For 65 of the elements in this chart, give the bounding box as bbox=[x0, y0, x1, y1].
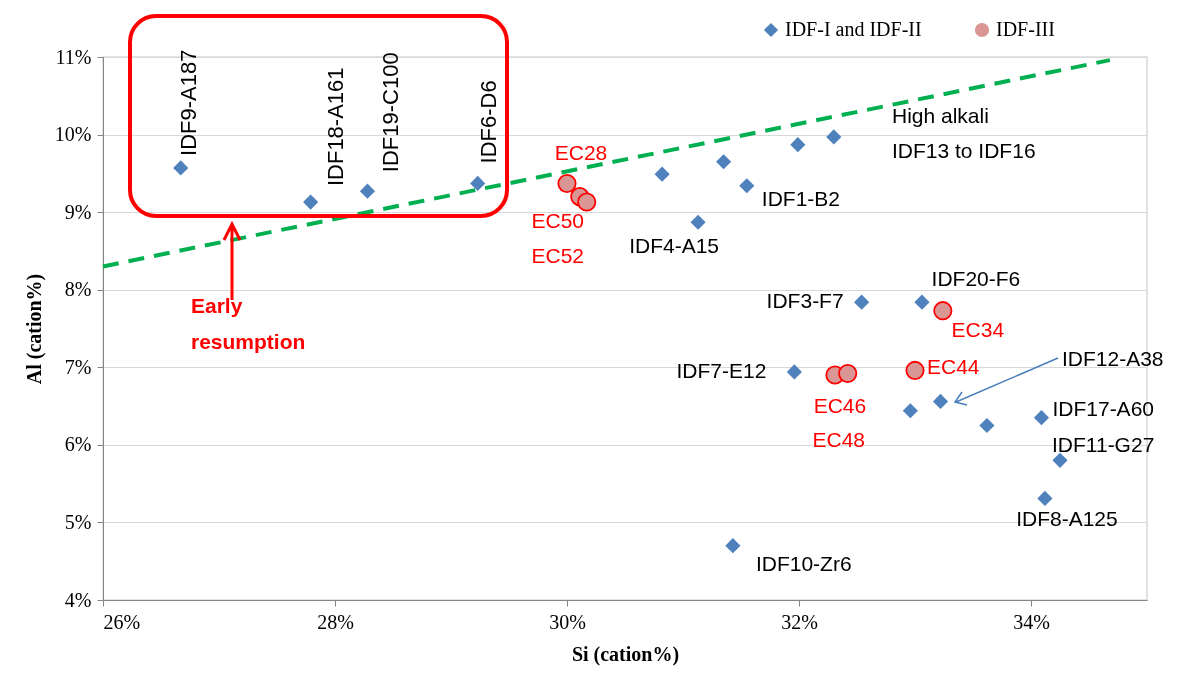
point bbox=[654, 166, 670, 182]
y-tick-label: 7% bbox=[64, 355, 92, 378]
annotation: EC46 bbox=[813, 394, 867, 418]
legend-label: IDF-III bbox=[996, 18, 1055, 40]
annotation: IDF10-Zr6 bbox=[755, 551, 852, 575]
annotation: EC48 bbox=[812, 428, 865, 452]
point bbox=[577, 192, 597, 212]
point bbox=[557, 173, 577, 193]
point bbox=[716, 154, 732, 170]
point bbox=[1037, 490, 1053, 506]
annotation: High alkali IDF13 to IDF16 bbox=[892, 104, 1036, 162]
annotation: EC28 bbox=[554, 141, 608, 165]
x-tick-label: 30% bbox=[549, 610, 586, 633]
annotation: IDF20-F6 bbox=[931, 267, 1021, 291]
point bbox=[1052, 452, 1068, 468]
point bbox=[303, 194, 319, 210]
annotation: IDF11-G27 bbox=[1052, 433, 1155, 457]
y-tick-label: 4% bbox=[64, 588, 92, 611]
point bbox=[979, 417, 995, 434]
point bbox=[854, 294, 870, 310]
point bbox=[838, 363, 858, 384]
point bbox=[359, 183, 376, 199]
annotation: IDF7-E12 bbox=[676, 358, 767, 382]
annotation: IDF19-C100 bbox=[378, 52, 404, 173]
annotation: Early resumption bbox=[191, 294, 306, 353]
annotation: IDF17-A60 bbox=[1052, 396, 1154, 420]
point bbox=[470, 175, 486, 192]
x-tick-label: 32% bbox=[781, 610, 818, 633]
x-tick-label: 28% bbox=[317, 610, 354, 633]
point bbox=[786, 364, 802, 380]
annotation: EC34 bbox=[951, 317, 1005, 341]
y-tick-label: 8% bbox=[64, 278, 92, 301]
x-axis-title: Si (cation%) bbox=[571, 642, 680, 666]
point bbox=[826, 129, 842, 145]
y-tick-label: 9% bbox=[64, 200, 92, 223]
y-tick-label: 6% bbox=[64, 433, 92, 456]
annotation: IDF18-A161 bbox=[322, 67, 348, 187]
y-tick-label: 10% bbox=[54, 123, 92, 146]
annotation: IDF1-B2 bbox=[761, 186, 840, 210]
annotation: IDF8-A125 bbox=[1016, 507, 1118, 531]
point bbox=[790, 137, 806, 153]
point bbox=[739, 178, 755, 194]
y-tick-label: 11% bbox=[55, 45, 92, 68]
point bbox=[914, 294, 930, 310]
annotation: IDF4-A15 bbox=[629, 234, 720, 258]
y-axis-title: Al (cation%) bbox=[22, 273, 46, 385]
point bbox=[905, 360, 925, 380]
x-tick-label: 26% bbox=[103, 610, 141, 633]
point bbox=[1033, 410, 1050, 426]
annotation: EC50 bbox=[531, 208, 585, 232]
annotation: IDF12-A38 bbox=[1062, 347, 1164, 370]
point bbox=[902, 403, 918, 419]
annotation: IDF6-D6 bbox=[475, 80, 501, 164]
point bbox=[173, 160, 189, 176]
annotation: EC44 bbox=[927, 355, 980, 379]
annotation: IDF3-F7 bbox=[766, 289, 844, 313]
annotation: EC52 bbox=[531, 244, 584, 268]
point bbox=[932, 393, 949, 409]
point bbox=[690, 214, 706, 230]
annotation: IDF9-A187 bbox=[175, 49, 201, 156]
legend-label: IDF-I and IDF-II bbox=[785, 18, 922, 40]
point bbox=[933, 301, 953, 321]
y-tick-label: 5% bbox=[64, 510, 92, 533]
x-tick-label: 34% bbox=[1013, 610, 1050, 633]
point bbox=[725, 538, 741, 554]
